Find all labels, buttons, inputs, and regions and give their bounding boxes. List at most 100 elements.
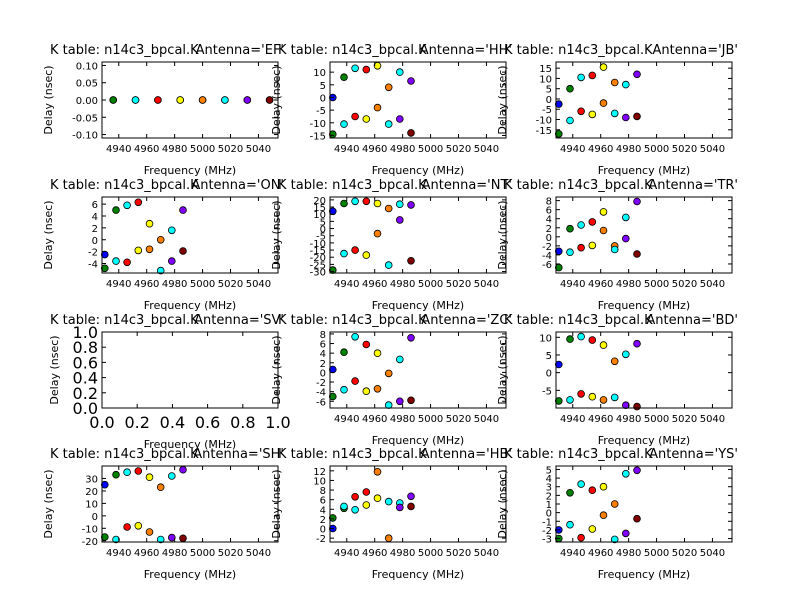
y-tick-label: -4 <box>88 260 98 271</box>
data-point <box>362 340 371 349</box>
subplot-title: K table: n14c3_bpcal.K <box>504 178 653 193</box>
data-point <box>407 256 415 265</box>
y-tick-label: 0 <box>546 233 552 244</box>
y-tick-label: 4 <box>320 349 326 360</box>
data-point <box>351 197 359 206</box>
data-point <box>633 112 641 121</box>
data-point <box>362 387 371 396</box>
data-point <box>599 63 608 71</box>
subplot-antenna: Antenna='EF' <box>196 43 284 58</box>
x-tick-label: 5040 <box>700 279 725 290</box>
data-point <box>156 483 165 492</box>
y-tick-label: -15 <box>536 126 552 137</box>
x-tick-label: 5000 <box>644 279 669 290</box>
x-tick-label: 0.0 <box>89 413 114 432</box>
data-point <box>610 357 619 366</box>
axes-frame <box>329 61 507 139</box>
data-point <box>407 396 415 405</box>
y-tick-label: 0 <box>92 236 98 247</box>
y-axis-label: Delay (nsec) <box>496 65 509 134</box>
y-axis-label: Delay (nsec) <box>496 469 509 538</box>
data-point <box>168 226 176 235</box>
data-point <box>610 78 619 87</box>
x-tick-label: 5040 <box>700 144 725 155</box>
subplot-title: K table: n14c3_bpcal.K <box>50 43 199 58</box>
data-point <box>577 73 585 82</box>
y-tick-label: -10 <box>536 116 552 127</box>
axes-frame <box>101 465 279 543</box>
x-tick-label: 4980 <box>162 548 187 559</box>
data-point <box>362 65 371 74</box>
y-tick-label: 0.2 <box>73 384 98 403</box>
y-axis-label: Delay (nsec) <box>42 65 55 134</box>
y-tick-label: -20 <box>310 253 326 264</box>
axes-frame <box>329 331 507 409</box>
data-point <box>176 96 185 104</box>
data-point <box>145 528 154 536</box>
subplot-title: K table: n14c3_bpcal.K <box>278 447 427 462</box>
axes-frame <box>555 196 733 274</box>
data-point <box>123 258 131 267</box>
y-tick-label: -10 <box>82 524 98 535</box>
data-point <box>588 525 597 533</box>
data-point <box>168 472 176 480</box>
data-point <box>588 218 597 226</box>
y-tick-label: -4 <box>542 251 552 262</box>
x-tick-label: 4940 <box>334 144 359 155</box>
data-point <box>577 480 585 488</box>
x-axis-label: Frequency (MHz) <box>372 299 464 312</box>
y-tick-label: -2 <box>88 248 98 259</box>
x-tick-label: 0.6 <box>195 413 220 432</box>
x-tick-label: 4940 <box>106 144 131 155</box>
data-point <box>407 502 415 511</box>
data-point <box>577 243 585 252</box>
x-tick-label: 4940 <box>106 279 131 290</box>
subplot-title: K table: n14c3_bpcal.K <box>504 43 653 58</box>
y-tick-label: -2 <box>542 242 552 253</box>
y-tick-label: 3 <box>546 483 552 494</box>
data-point <box>156 535 165 544</box>
x-tick-label: 4960 <box>362 414 387 425</box>
y-tick-label: 15 <box>539 64 552 75</box>
x-tick-label: 4960 <box>134 144 159 155</box>
x-tick-label: 5040 <box>700 414 725 425</box>
axes-frame <box>101 61 279 139</box>
x-tick-label: 4960 <box>134 279 159 290</box>
data-point <box>588 486 597 495</box>
data-point <box>566 335 574 343</box>
x-tick-label: 4960 <box>588 548 613 559</box>
subplot-3: K table: n14c3_bpcal.K Antenna='JB'4940 49… <box>496 43 738 177</box>
y-tick-label: -20 <box>82 537 98 548</box>
x-tick-label: 5040 <box>246 548 271 559</box>
data-point <box>599 511 608 520</box>
data-point <box>351 332 359 341</box>
y-tick-label: 2 <box>92 224 98 235</box>
x-tick-label: 4960 <box>362 548 387 559</box>
data-point <box>566 116 574 125</box>
y-tick-label: -2 <box>542 526 552 537</box>
data-point <box>340 502 348 511</box>
subplot-antenna: Antenna='NT' <box>422 178 512 193</box>
data-point <box>610 500 619 508</box>
x-tick-label: 4960 <box>134 548 159 559</box>
subplot-antenna: Antenna='SV' <box>194 313 284 328</box>
x-tick-label: 5040 <box>474 548 499 559</box>
y-tick-label: 0.8 <box>73 338 98 357</box>
data-point <box>554 130 563 138</box>
data-point <box>134 198 143 207</box>
x-tick-label: 5040 <box>474 414 499 425</box>
y-tick-label: 10 <box>313 68 326 79</box>
data-point <box>554 360 563 369</box>
data-point <box>179 534 187 543</box>
x-axis-label: Frequency (MHz) <box>598 568 690 581</box>
data-point <box>123 523 131 531</box>
x-tick-label: 0.2 <box>124 413 149 432</box>
data-point <box>168 257 176 265</box>
y-tick-label: 8 <box>320 486 326 497</box>
y-tick-label: 15 <box>313 203 326 214</box>
data-point <box>566 84 574 93</box>
data-point <box>633 250 641 258</box>
y-tick-label: -2 <box>316 534 326 545</box>
data-point <box>112 206 120 214</box>
